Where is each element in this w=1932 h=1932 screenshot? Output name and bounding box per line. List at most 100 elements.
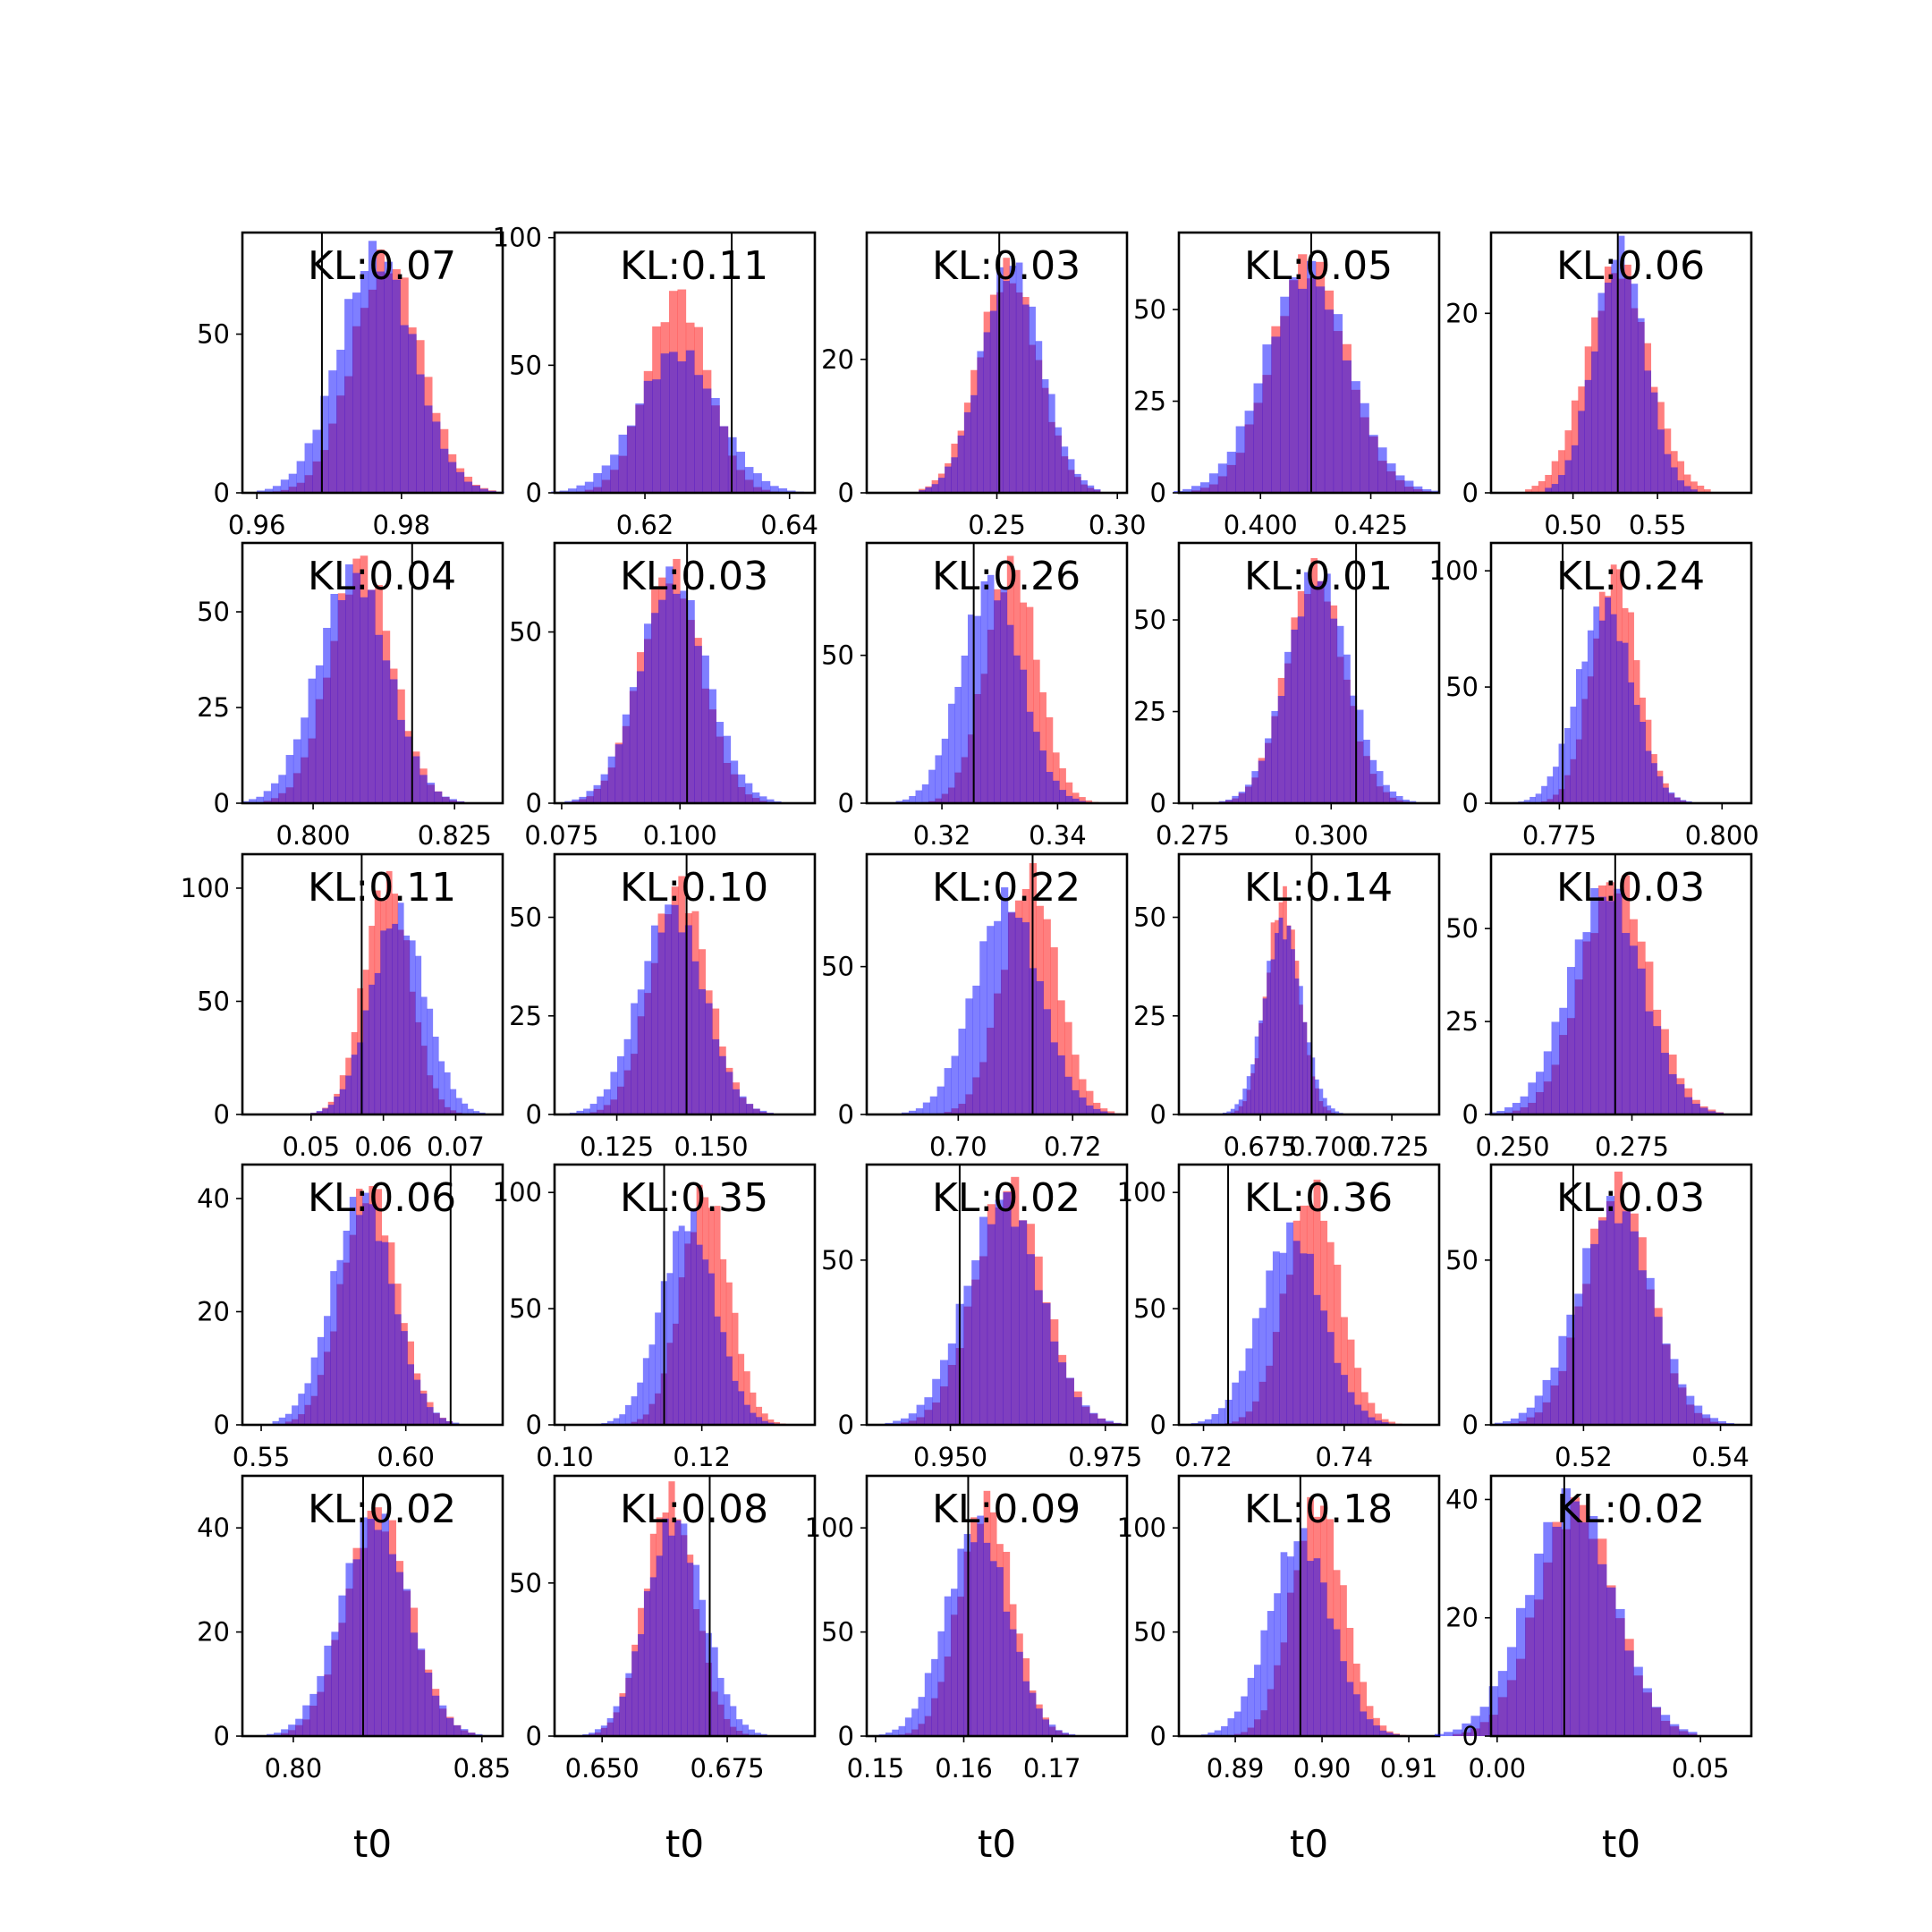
histogram-bar [1039,692,1046,803]
histogram-bar [937,1631,945,1736]
histogram-bar [1058,1362,1067,1425]
histogram-bar [718,1055,726,1114]
kl-divergence-label: KL:0.03 [932,243,1080,289]
histogram-bar [980,580,988,803]
histogram-bar [1686,1395,1695,1425]
histogram-bar [1003,281,1010,493]
histogram-bar [1314,1079,1319,1114]
histogram-bar [1297,616,1305,803]
histogram-bar [692,1564,700,1736]
histogram-bar [1342,360,1352,493]
histogram-bar [1617,235,1625,493]
histogram-bar [1227,1718,1235,1736]
histogram-bar [1388,1421,1396,1425]
histogram-bar [648,1344,656,1425]
histogram-bar [636,671,645,803]
histogram-bar [1470,1716,1480,1736]
axes-frame [241,1163,504,1427]
x-tick-label: 0.10 [536,1442,594,1472]
histogram-bar [1291,949,1295,1114]
histogram-bar [392,923,399,1114]
histogram-bar [622,714,631,803]
histogram-bar [1488,1686,1499,1736]
y-tick-label: 20 [1445,1603,1479,1633]
histogram-bar [767,1419,775,1425]
histogram-bar [1510,1418,1520,1425]
histogram-bar [1346,1682,1354,1736]
histogram-bar [965,998,973,1114]
histogram-bar [417,1648,426,1736]
histogram-bar [1680,800,1687,803]
x-tick-label: 0.25 [968,510,1026,540]
histogram-bar [1354,1368,1362,1425]
histogram-series-b [582,1518,767,1736]
histogram-bar [617,1055,624,1114]
histogram-bar [928,769,936,803]
histogram-bar [1055,1730,1063,1736]
histogram-bar [1319,1582,1327,1736]
histogram-bar [1610,614,1617,803]
histogram-bar [665,566,674,803]
histogram-bar [937,478,945,493]
histogram-bar [1021,922,1030,1114]
histogram-bar [1199,482,1210,493]
histogram-bar [376,271,385,493]
histogram-bar [1310,1057,1316,1114]
histogram-bar [900,1418,910,1425]
histogram-bar [668,1535,675,1736]
histogram-bar [649,1577,657,1736]
histogram-bar [1422,488,1432,493]
histogram-bar [1670,1359,1679,1425]
histogram-bar [1368,1417,1376,1425]
y-tick-label: 0 [838,788,854,818]
y-tick-label: 0 [526,788,542,818]
histogram-bar [666,1273,674,1425]
y-tick-label: 50 [1133,1293,1166,1324]
histogram-bar [736,1719,743,1736]
histogram-bar [1651,763,1657,803]
axes-frame [865,541,1129,805]
histogram-series-b [267,1513,483,1736]
histogram-bar [1001,887,1009,1114]
histogram-bar [1272,1251,1280,1425]
histogram-bar [1597,1563,1607,1736]
histogram-bar [1029,306,1036,493]
histogram-bar [671,904,679,1114]
y-tick-label: 0 [1150,1721,1166,1751]
y-tick-label: 0 [526,1099,542,1130]
histogram-bar [1026,606,1034,803]
histogram-bar [1258,1020,1263,1114]
axes-frame [241,852,504,1116]
subplot-24: 0.89 0.90 0.91 0 50 100 KL:0.18 t0 [1117,1474,1441,1866]
x-tick-label: 0.400 [1224,510,1298,540]
histogram-bar [753,473,762,493]
histogram-bar [309,1693,318,1736]
histogram-bar [618,434,628,493]
histogram-bar [778,487,788,493]
kl-divergence-label: KL:0.22 [932,865,1080,911]
histogram-bar [951,1055,959,1114]
y-tick-label: 40 [1445,1484,1479,1514]
axes-frame [1489,1474,1753,1738]
y-tick-label: 25 [197,692,230,723]
histogram-bar [1691,1104,1700,1114]
subplot-25: 0.00 0.05 0 20 40 KL:0.02 t0 [1435,1474,1753,1866]
histogram-bar [1107,1111,1115,1114]
histogram-bar [1640,722,1646,803]
histogram-bar [367,1519,375,1736]
kl-divergence-label: KL:0.11 [308,865,456,911]
histogram-bar [972,985,980,1114]
histogram-bar [1235,426,1245,493]
histogram-bar [1182,488,1192,493]
histogram-bar [685,350,695,493]
histogram-bar [463,481,473,493]
histogram-series-b [304,902,492,1114]
histogram-bar [1072,1055,1080,1114]
histogram-bar [957,435,965,493]
histogram-bar [1525,489,1532,493]
x-tick-label: 0.80 [265,1753,323,1784]
histogram-bar [1278,917,1284,1114]
histogram-bar [684,925,692,1114]
histogram-bar [438,1061,445,1114]
x-axis-title: t0 [1290,1822,1328,1866]
